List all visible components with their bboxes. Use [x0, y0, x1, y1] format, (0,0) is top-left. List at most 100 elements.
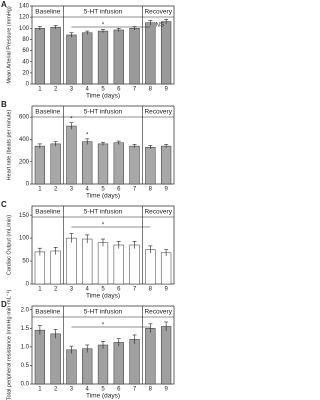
panel-letter: C: [1, 200, 7, 209]
x-tick-label: 7: [133, 87, 137, 93]
phase-label: 5-HT infusion: [84, 109, 123, 116]
annotation: NS: [156, 23, 164, 29]
bar: [145, 249, 156, 285]
bar: [34, 251, 46, 285]
phase-label: Recovery: [144, 309, 172, 316]
x-tick-label: 3: [70, 187, 74, 193]
y-tick-label: 2.0: [21, 307, 30, 313]
y-tick-label: 100: [19, 236, 30, 242]
phase-label: Baseline: [35, 209, 60, 216]
y-tick-label: 50: [22, 259, 29, 265]
bar: [145, 22, 156, 85]
bar: [113, 142, 124, 185]
bar: [82, 348, 93, 385]
x-tick-label: 9: [164, 287, 168, 293]
x-tick-label: 6: [117, 87, 121, 93]
bar: [160, 145, 172, 185]
x-tick-label: 3: [70, 87, 74, 93]
y-tick-label: 120: [19, 15, 30, 21]
annotation: *: [70, 116, 73, 122]
y-tick-label: 100: [19, 26, 30, 32]
x-tick-label: 6: [117, 187, 121, 193]
x-tick-label: 7: [133, 287, 137, 293]
x-axis-label: Time (days): [86, 193, 120, 200]
x-tick-label: 4: [86, 287, 90, 293]
y-tick-label: 0: [26, 282, 30, 288]
y-tick-label: 140: [19, 4, 30, 10]
annotation: *: [86, 132, 89, 138]
bar: [145, 146, 156, 185]
x-tick-label: 8: [149, 287, 153, 293]
x-tick-label: 4: [86, 387, 90, 393]
x-axis-label: Time (days): [86, 293, 120, 300]
x-tick-label: 1: [38, 287, 42, 293]
panel-letter: D: [1, 300, 7, 309]
bar: [66, 34, 77, 85]
x-tick-label: 7: [133, 187, 137, 193]
phase-label: Baseline: [35, 309, 60, 316]
y-tick-label: 60: [22, 48, 29, 54]
y-axis-label: Total peripheral resistance (mmHg·min·mL…: [6, 290, 12, 400]
bar: [113, 29, 124, 85]
x-tick-label: 2: [54, 187, 58, 193]
y-axis-label: Mean Arterial Pressure (mmHg): [6, 6, 12, 83]
x-tick-label: 5: [101, 387, 105, 393]
x-tick-label: 9: [164, 187, 168, 193]
bar: [160, 21, 172, 85]
phase-label: 5-HT infusion: [84, 209, 123, 216]
x-tick-label: 5: [101, 187, 105, 193]
bar: [97, 143, 109, 185]
y-axis-label: Heart rate (beats per minute): [6, 110, 12, 181]
bar: [145, 328, 156, 385]
bar: [50, 143, 61, 185]
bar: [129, 339, 140, 385]
panel-letter: B: [1, 100, 7, 109]
x-tick-label: 3: [70, 387, 74, 393]
bar: [82, 141, 93, 185]
y-tick-label: 20: [22, 70, 29, 76]
annotation: *: [102, 23, 105, 29]
x-tick-label: 6: [117, 387, 121, 393]
x-tick-label: 1: [38, 187, 42, 193]
x-tick-label: 8: [149, 387, 153, 393]
x-axis-label: Time (days): [86, 393, 120, 400]
y-tick-label: 400: [19, 137, 30, 143]
y-axis-label: Cardiac Output (mL/min): [6, 215, 12, 275]
y-tick-label: 200: [19, 159, 30, 165]
bar: [50, 26, 61, 85]
bar: [66, 237, 77, 285]
bar: [160, 252, 172, 285]
bar: [97, 30, 109, 85]
x-tick-label: 8: [149, 187, 153, 193]
bar: [82, 32, 93, 85]
y-tick-label: 600: [19, 115, 30, 121]
bar: [160, 326, 172, 385]
bar: [66, 125, 77, 185]
x-tick-label: 4: [86, 187, 90, 193]
bar: [129, 244, 140, 285]
bar: [97, 242, 109, 285]
x-tick-label: 4: [86, 87, 90, 93]
y-tick-label: 0: [26, 182, 30, 188]
phase-label: Recovery: [144, 9, 172, 16]
bar: [34, 329, 46, 385]
phase-label: Recovery: [144, 209, 172, 216]
x-tick-label: 5: [101, 87, 105, 93]
x-axis-label: Time (days): [86, 93, 120, 100]
x-tick-label: 6: [117, 287, 121, 293]
phase-label: 5-HT infusion: [84, 309, 123, 316]
bar: [34, 28, 46, 85]
x-tick-label: 8: [149, 87, 153, 93]
x-tick-label: 9: [164, 387, 168, 393]
bar: [129, 145, 140, 185]
bar: [66, 349, 77, 385]
x-tick-label: 2: [54, 87, 58, 93]
phase-label: Recovery: [144, 109, 172, 116]
y-tick-label: 0.5: [21, 363, 30, 369]
phase-label: Baseline: [35, 109, 60, 116]
bar: [50, 333, 61, 385]
x-tick-label: 2: [54, 287, 58, 293]
x-tick-label: 1: [38, 387, 42, 393]
y-tick-label: 40: [22, 59, 29, 65]
